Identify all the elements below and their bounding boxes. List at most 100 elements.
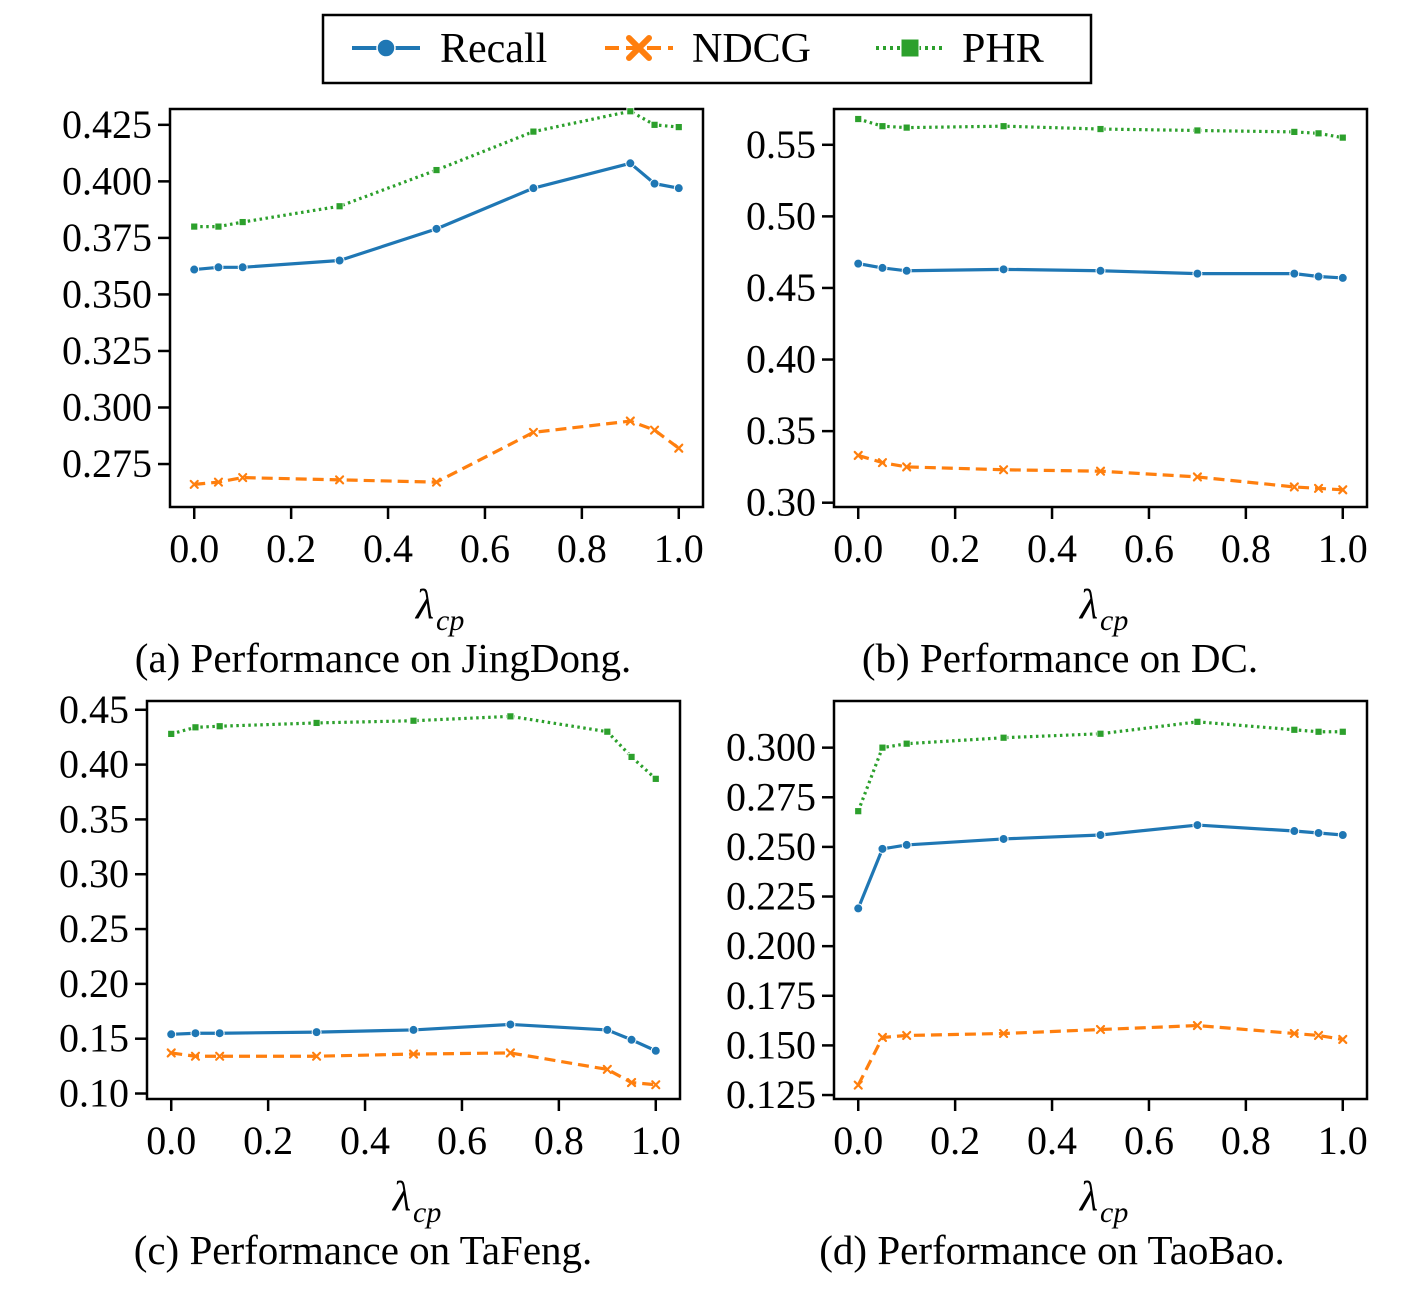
data-point-recall (1313, 828, 1324, 839)
data-point-ndcg (215, 1051, 225, 1061)
y-tick-label: 0.35 (746, 408, 816, 453)
data-point-phr (1338, 727, 1347, 736)
y-tick-label: 0.125 (726, 1072, 816, 1117)
data-point-ndcg (189, 479, 199, 489)
y-tick-label: 0.375 (62, 215, 152, 260)
data-point-phr (878, 122, 887, 131)
y-tick-label: 0.200 (726, 923, 816, 968)
data-point-phr (651, 774, 660, 783)
data-point-phr (854, 807, 863, 816)
x-tick-label: 1.0 (1318, 1118, 1368, 1163)
legend-entry-recall: Recall (352, 26, 547, 72)
series-phr (854, 717, 1347, 816)
data-point-phr (214, 222, 223, 231)
data-point-ndcg (1192, 1020, 1203, 1031)
y-tick-label: 0.325 (62, 328, 152, 373)
data-point-ndcg (1338, 485, 1348, 495)
y-tick-label: 0.45 (59, 687, 129, 732)
data-point-ndcg (902, 462, 912, 472)
data-point-ndcg (408, 1049, 419, 1059)
y-tick-label: 0.175 (726, 973, 816, 1018)
data-point-ndcg (1313, 483, 1324, 493)
data-point-phr (190, 222, 199, 231)
data-point-phr (626, 107, 635, 116)
data-point-recall (1337, 272, 1348, 283)
data-point-phr (627, 753, 636, 761)
series-ndcg (853, 450, 1348, 495)
data-point-ndcg (877, 458, 888, 468)
data-point-phr (1290, 725, 1299, 734)
data-point-ndcg (902, 1030, 912, 1041)
data-point-phr (1314, 129, 1323, 138)
data-point-ndcg (651, 1080, 661, 1090)
data-point-phr (529, 127, 538, 136)
y-tick-label: 0.350 (62, 271, 152, 316)
plot-frame (168, 107, 705, 509)
y-tick-label: 0.40 (59, 742, 129, 787)
data-point-recall (431, 223, 442, 234)
data-point-ndcg (674, 443, 684, 453)
series-line-recall (194, 161, 680, 272)
y-tick-label: 0.425 (62, 102, 152, 147)
data-point-phr (902, 123, 911, 132)
y-tick-label: 0.250 (726, 824, 816, 869)
x-tick-label: 0.4 (340, 1118, 390, 1163)
data-point-recall (334, 255, 345, 266)
x-axis-label-subscript: cp (436, 604, 464, 637)
x-tick-label: 0.8 (1221, 526, 1271, 571)
data-point-phr (603, 727, 612, 736)
data-point-ndcg (1095, 466, 1106, 476)
data-point-recall (626, 1034, 637, 1045)
x-tick-label: 0.8 (534, 1118, 584, 1163)
data-point-recall (877, 262, 888, 273)
data-point-ndcg (334, 475, 345, 485)
data-point-ndcg (528, 427, 539, 437)
legend-marker-phr (900, 38, 920, 58)
data-point-phr (1096, 125, 1105, 133)
series-phr (854, 115, 1347, 142)
data-point-ndcg (649, 425, 660, 435)
data-point-ndcg (505, 1048, 516, 1058)
series-line-ndcg (856, 1023, 1344, 1086)
data-point-recall (998, 264, 1009, 275)
data-point-recall (1192, 820, 1203, 831)
data-point-phr (506, 712, 515, 721)
y-tick-label: 0.300 (62, 385, 152, 430)
data-point-recall (901, 839, 912, 850)
legend: Recall NDCG PHR (321, 13, 1093, 85)
chart-jingdong: 0.0 0.2 0.4 0.6 0.8 1.0 0.275 0.300 0.325 0.350 0.… (62, 102, 705, 681)
data-point-ndcg (626, 1077, 637, 1088)
data-point-phr (238, 218, 247, 226)
legend-entry-phr: PHR (876, 26, 1044, 72)
data-point-recall (1192, 268, 1203, 279)
data-point-recall (853, 258, 864, 269)
data-point-phr (1314, 727, 1323, 736)
x-tick-label: 0.2 (930, 526, 980, 571)
series-recall (853, 820, 1348, 914)
legend-frame (321, 13, 1093, 85)
data-point-phr (215, 722, 224, 731)
chart-caption: (a) Performance on JingDong. (135, 635, 631, 681)
legend-entry-ndcg: NDCG (605, 26, 811, 72)
y-tick-label: 0.225 (726, 874, 816, 919)
y-tick-label: 0.15 (59, 1016, 129, 1061)
data-point-phr (878, 743, 887, 752)
data-point-ndcg (431, 477, 442, 487)
chart-dc: 0.0 0.2 0.4 0.6 0.8 1.0 0.30 0.35 0.40 0.45 0.50 0.… (746, 107, 1369, 681)
y-tick-label: 0.55 (746, 122, 816, 167)
data-point-phr (335, 202, 344, 211)
data-point-recall (189, 264, 200, 275)
chart-taobao: 0.0 0.2 0.4 0.6 0.8 1.00.1250.1500.1750.2000.… (726, 699, 1369, 1273)
plot-frame (832, 699, 1369, 1101)
data-point-recall (505, 1019, 516, 1030)
data-point-phr (854, 115, 863, 123)
legend-label-ndcg: NDCG (692, 26, 811, 72)
data-point-ndcg (190, 1051, 201, 1061)
data-point-recall (528, 183, 539, 194)
y-tick-label: 0.150 (726, 1022, 816, 1067)
data-point-ndcg (625, 416, 635, 426)
x-tick-label: 0.6 (460, 526, 510, 571)
series-ndcg (853, 1020, 1348, 1090)
data-point-recall (649, 178, 660, 189)
y-tick-label: 0.40 (746, 337, 816, 382)
